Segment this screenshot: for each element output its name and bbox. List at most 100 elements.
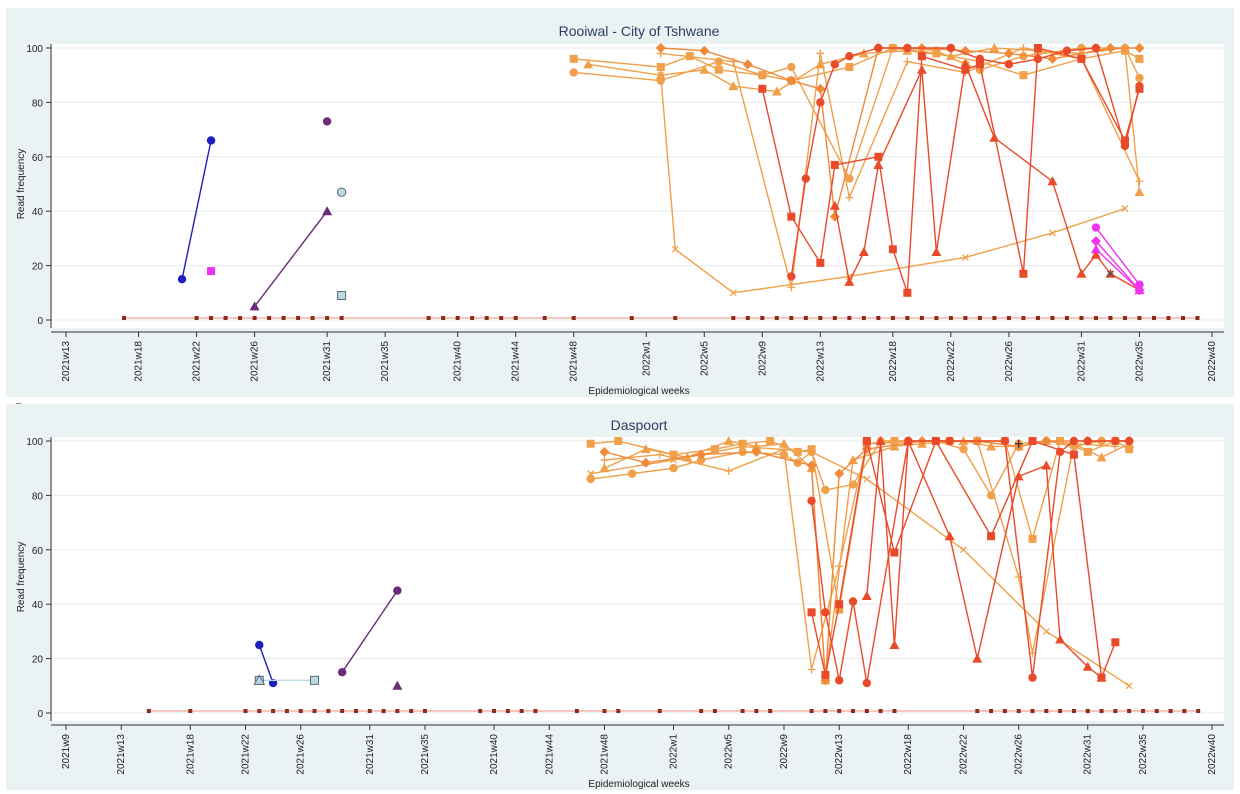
baseline-marker [754,709,759,713]
baseline-marker [513,316,518,320]
point-s13-3 [903,436,914,445]
x-tick-label: 2022w1 [641,341,652,376]
point-s10-7 [861,444,872,455]
x-tick-label: 2021w31 [365,734,376,775]
point-s15-0 [1091,223,1101,232]
point-s7-5 [778,438,789,448]
x-tick-label: 2021w22 [192,341,203,382]
point-s13-12 [1077,54,1086,63]
y-tick-label: 60 [32,546,44,557]
point-s9-1 [671,245,679,253]
point-s7-12 [986,441,997,451]
point-s1-0 [207,267,216,276]
baseline-marker [837,709,842,713]
point-s13-7 [917,52,926,61]
point-s11-4 [815,83,826,94]
point-s10-3 [816,49,825,58]
baseline-marker [1137,316,1142,320]
point-s0-1 [206,136,216,145]
baseline-marker [146,709,151,713]
point-s12-10 [1111,638,1120,647]
point-s10-11 [1041,436,1052,446]
baseline-marker [1044,709,1049,713]
point-s8-9 [989,43,1000,52]
point-s11-11 [1105,43,1116,53]
series-line-15 [1095,227,1141,286]
point-s11-12 [1111,436,1120,446]
baseline-marker [602,709,607,713]
baseline-marker [818,316,823,320]
point-s13-4 [944,531,955,541]
point-s11-2 [742,59,753,70]
baseline-marker [1113,709,1118,713]
point-s6-18 [1125,445,1134,454]
point-s1-1 [310,675,320,685]
baseline-marker [1085,709,1090,713]
baseline-marker [731,316,736,320]
series-line-16 [1095,240,1140,291]
point-s6-7 [807,445,816,454]
y-tick-label: 0 [37,709,43,720]
point-s13-6 [903,288,912,297]
point-s13-2 [889,640,900,649]
point-s13-8 [1055,634,1066,644]
x-tick-label: 2022w26 [1004,341,1015,382]
point-s11-11 [1083,436,1092,446]
baseline-marker [326,709,331,713]
point-s6-0 [569,68,578,77]
x-tick-label: 2021w48 [569,341,580,382]
point-s0-0 [177,275,187,284]
baseline-marker [310,316,315,320]
point-s8-6 [858,48,869,58]
baseline-marker [934,316,939,320]
baseline-marker [1035,316,1040,320]
x-tick-label: 2022w31 [1076,341,1087,382]
point-s7-3 [723,436,734,445]
x-tick-label: 2022w18 [903,734,914,775]
point-s17-0 [1090,244,1101,254]
x-tick-label: 2022w5 [724,734,735,769]
point-s8-8 [945,51,956,61]
x-tick-label: 2022w1 [669,734,680,769]
point-s10-4 [845,193,854,202]
baseline-marker [281,316,286,320]
point-s11-1 [699,45,710,56]
baseline-marker [919,316,924,320]
point-s11-8 [1028,673,1037,682]
baseline-marker [312,709,317,713]
x-axis-label: Epidemiological weeks [588,779,689,790]
baseline-marker [712,709,717,713]
x-tick-label: 2021w26 [250,341,261,382]
point-s9-3 [779,445,788,454]
baseline-marker [1002,709,1007,713]
x-tick-label: 2021w13 [116,734,127,775]
x-tick-label: 2021w35 [420,734,431,775]
point-s12-2 [816,98,825,107]
point-s5-8 [821,485,830,495]
point-s8-4 [771,86,782,96]
x-tick-label: 2022w22 [946,341,957,382]
point-s11-0 [655,43,666,53]
baseline-marker [1122,316,1127,320]
point-s7-16 [1096,452,1107,462]
baseline-marker [223,316,228,320]
point-s12-7 [1028,437,1037,445]
x-tick-label: 2022w13 [815,341,826,382]
point-s13-10 [1096,672,1107,682]
y-tick-label: 80 [32,98,44,109]
point-s8-3 [728,81,739,91]
point-s13-2 [816,258,825,267]
chart-title: Daspoort [611,417,668,433]
baseline-marker [890,316,895,320]
point-s11-10 [1047,53,1058,64]
point-s11-4 [862,678,872,688]
x-tick-label: 2021w44 [544,734,555,775]
point-s8-5 [960,546,967,554]
baseline-marker [803,316,808,320]
x-tick-label: 2022w9 [779,734,790,769]
baseline-marker [774,316,779,320]
baseline-marker [533,709,538,713]
baseline-marker [892,709,897,713]
point-s8-6 [1042,627,1050,635]
